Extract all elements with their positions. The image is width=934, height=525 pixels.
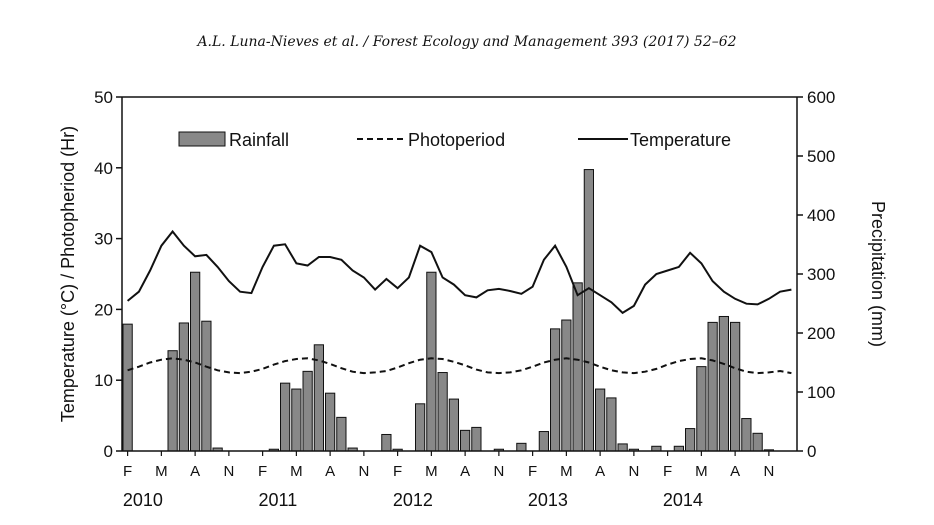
rainfall-bar (718, 315, 729, 452)
left-axis-tick-label: 50 (94, 88, 113, 107)
rainfall-bar (572, 282, 583, 452)
left-axis-tick-label: 10 (94, 371, 113, 390)
journal-header: A.L. Luna-Nieves et al. / Forest Ecology… (197, 34, 737, 50)
right-axis-tick-label: 600 (807, 88, 835, 107)
right-axis-title: Precipitation (mm) (868, 201, 888, 347)
x-axis-year-label: 2014 (663, 490, 703, 510)
rainfall-bar (471, 426, 482, 452)
x-axis-month-label: A (325, 463, 335, 480)
rainfall-bar (415, 403, 426, 452)
rainfall-bar (201, 320, 212, 452)
x-axis-month-label: N (223, 463, 234, 480)
x-axis-month-label: M (155, 463, 168, 480)
rainfall-bar (685, 428, 696, 452)
x-axis-year-label: 2012 (393, 490, 433, 510)
rainfall-bar (606, 397, 617, 452)
legend-rainfall-swatch (178, 131, 226, 147)
rainfall-bar (122, 323, 133, 452)
legend-temperature-label: Temperature (630, 130, 731, 150)
rainfall-bar (302, 370, 313, 452)
rainfall-bar (617, 443, 628, 452)
x-axis-year-label: 2011 (259, 490, 298, 510)
rainfall-bar (730, 321, 741, 452)
x-axis-month-label: M (695, 463, 708, 480)
right-axis-tick-label: 500 (807, 147, 835, 166)
right-axis-tick-label: 0 (807, 442, 816, 461)
x-axis-month-label: N (628, 463, 639, 480)
rainfall-bar (426, 271, 437, 452)
x-axis-year-label: 2010 (123, 490, 163, 510)
rainfall-bar (280, 382, 291, 452)
x-axis-month-label: M (290, 463, 303, 480)
x-axis-month-label: M (425, 463, 438, 480)
left-axis-tick-label: 40 (94, 159, 113, 178)
x-axis-month-label: N (358, 463, 369, 480)
rainfall-bar (448, 398, 459, 452)
rainfall-bar (550, 328, 561, 452)
rainfall-bar (583, 169, 594, 452)
x-axis-month-label: F (528, 463, 537, 480)
x-axis-month-label: F (123, 463, 132, 480)
x-axis-month-label: N (493, 463, 504, 480)
temperature-line (126, 229, 792, 315)
legend: Rainfall Photoperiod Temperature (178, 130, 731, 150)
legend-rainfall-label: Rainfall (229, 130, 289, 150)
x-axis-month-label: F (258, 463, 267, 480)
rainfall-bar (325, 392, 336, 452)
left-axis-title: Temperature (°C) / Photopheriod (Hr) (58, 126, 78, 422)
x-axis-month-label: A (190, 463, 200, 480)
right-axis-tick-label: 100 (807, 383, 835, 402)
photoperiod-line (127, 357, 792, 375)
legend-photoperiod-label: Photoperiod (408, 130, 505, 150)
rainfall-bar (696, 366, 707, 452)
rainfall-bar (460, 429, 471, 452)
x-axis-month-label: A (460, 463, 470, 480)
rainfall-bar (561, 319, 572, 452)
rainfall-bar (291, 388, 302, 452)
right-axis-tick-label: 200 (807, 324, 835, 343)
right-axis-tick-label: 400 (807, 206, 835, 225)
rainfall-bar (752, 432, 763, 452)
left-axis-tick-label: 20 (94, 300, 113, 319)
x-axis-month-label: M (560, 463, 573, 480)
left-axis-tick-label: 0 (104, 442, 113, 461)
x-axis-year-label: 2013 (528, 490, 568, 510)
rainfall-bar (190, 271, 201, 452)
left-axis-tick-label: 30 (94, 230, 113, 249)
rainfall-bar (741, 418, 752, 452)
rainfall-bar (178, 322, 189, 452)
x-axis-month-label: N (763, 463, 774, 480)
x-axis-month-label: F (393, 463, 402, 480)
rainfall-bar (538, 431, 549, 452)
rainfall-bar (336, 416, 347, 452)
rainfall-bar (595, 388, 606, 452)
rainfall-bar (707, 321, 718, 452)
rainfall-bar (437, 372, 448, 452)
rainfall-bar (516, 442, 527, 452)
rainfall-bar (381, 433, 392, 452)
right-axis-tick-label: 300 (807, 265, 835, 284)
x-axis-month-label: F (663, 463, 672, 480)
x-axis-month-label: A (730, 463, 740, 480)
rainfall-bar (167, 350, 178, 452)
x-axis-month-label: A (595, 463, 605, 480)
